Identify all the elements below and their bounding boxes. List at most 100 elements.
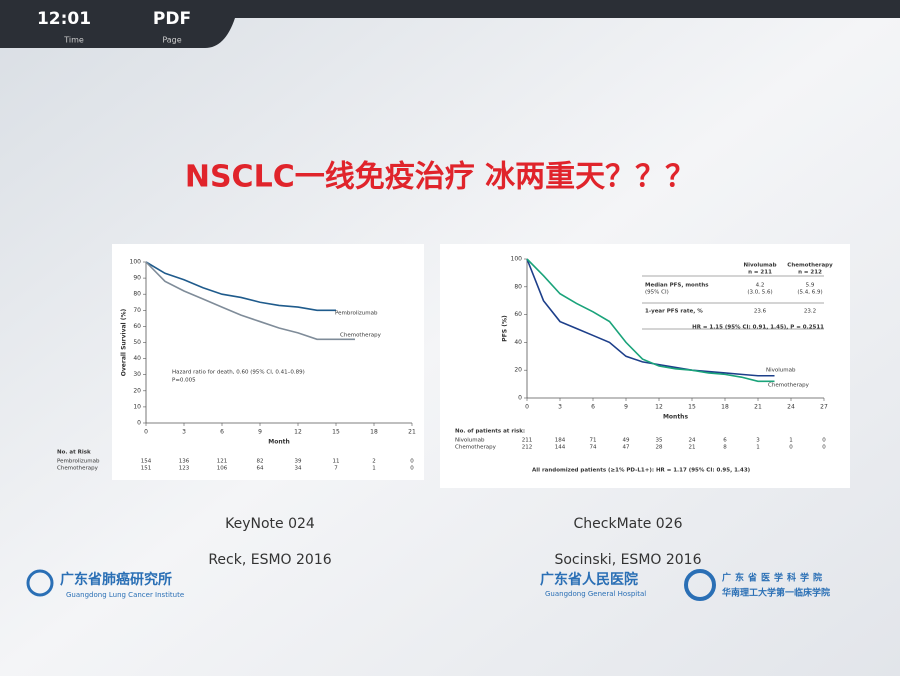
risk-value: 8 [723,445,727,451]
logo-text: 广东省人民医院 [540,571,638,588]
x-tick-label: 6 [220,429,224,436]
survival-curve [145,261,336,312]
risk-title: No. of patients at risk: [455,429,525,435]
table-cell: 23.6 [754,309,767,315]
risk-value: 0 [410,459,414,465]
risk-value: 212 [522,445,533,451]
risk-value: 24 [689,438,696,444]
risk-value: 136 [179,459,190,465]
x-tick-label: 9 [624,404,628,411]
annotation: Hazard ratio for death, 0.60 (95% CI, 0.… [172,370,305,376]
risk-value: 39 [295,459,302,465]
y-tick-label: 30 [133,371,141,378]
curve-label: Chemotherapy [340,333,382,339]
table-footer: All randomized patients (≥1% PD-L1+): HR… [532,468,751,474]
risk-value: 154 [141,459,152,465]
risk-title: No. at Risk [57,450,91,456]
curve-label: Pembrolizumab [335,311,378,317]
caption: Socinski, ESMO 2016 [554,552,701,568]
x-tick-label: 21 [408,429,416,436]
risk-value: 21 [689,445,696,451]
x-tick-label: 6 [591,404,595,411]
risk-value: 11 [333,459,340,465]
risk-value: 82 [257,459,264,465]
logo-icon [26,569,54,597]
risk-value: 144 [555,445,566,451]
table-label: (95% CI) [645,290,669,296]
chart-panel [112,244,424,480]
risk-value: 7 [334,466,338,472]
risk-row-name: Chemotherapy [455,445,497,451]
table-label: Median PFS, months [645,283,709,289]
risk-row-name: Chemotherapy [57,466,99,472]
risk-value: 6 [723,438,727,444]
y-tick-label: 100 [511,256,523,263]
table-label: 1-year PFS rate, % [645,309,703,315]
risk-value: 106 [217,466,228,472]
risk-value: 74 [590,445,597,451]
risk-value: 0 [410,466,414,472]
risk-value: 184 [555,438,566,444]
x-tick-label: 18 [370,429,378,436]
annotation: P=0.005 [172,378,196,384]
risk-value: 49 [623,438,630,444]
y-tick-label: 100 [130,259,142,266]
risk-value: 2 [372,459,376,465]
table-header: n = 211 [748,270,772,276]
x-tick-label: 12 [294,429,302,436]
risk-value: 121 [217,459,228,465]
logo-text: 华南理工大学第一临床学院 [722,587,830,599]
risk-value: 0 [822,438,826,444]
inset-table [640,262,824,332]
x-tick-label: 24 [787,404,795,411]
survival-curve [526,258,775,383]
logo-text: 广东省医学科学院 [722,572,826,584]
risk-value: 71 [590,438,597,444]
caption: Reck, ESMO 2016 [208,552,331,568]
x-tick-label: 18 [721,404,729,411]
y-tick-label: 60 [133,323,141,330]
table-cell: (3.0, 5.6) [747,290,772,296]
logo-text: Guangdong Lung Cancer Institute [66,591,184,599]
risk-value: 1 [789,438,793,444]
y-axis-label: PFS (%) [502,315,509,342]
curve-label: Chemotherapy [768,383,810,389]
y-tick-label: 80 [514,283,522,290]
y-tick-label: 40 [133,355,141,362]
caption: CheckMate 026 [574,516,683,532]
risk-value: 3 [756,438,760,444]
slide-title: NSCLC一线免疫治疗 冰两重天？？？ [185,160,695,195]
logo-text: 广东省肺癌研究所 [60,571,172,588]
x-tick-label: 21 [754,404,762,411]
curve-label: Nivolumab [766,368,796,374]
table-header: n = 212 [798,270,822,276]
x-tick-label: 9 [258,429,262,436]
y-tick-label: 10 [133,403,141,410]
risk-value: 28 [656,445,663,451]
table-cell: 5.9 [806,283,815,289]
risk-value: 1 [372,466,376,472]
risk-value: 151 [141,466,152,472]
time: 12:01 [37,9,91,29]
x-tick-label: 0 [525,404,529,411]
y-tick-label: 80 [133,291,141,298]
risk-value: 35 [656,438,663,444]
y-tick-label: 70 [133,307,141,314]
x-tick-label: 3 [182,429,186,436]
table-cell: 4.2 [756,283,765,289]
page: PDF [153,9,191,29]
table-header: Nivolumab [743,263,776,269]
risk-value: 123 [179,466,190,472]
page-label: Page [162,36,181,45]
status-bar [0,0,900,48]
y-axis-label: Overall Survival (%) [121,309,128,377]
x-tick-label: 27 [820,404,828,411]
time-label: Time [63,36,84,45]
y-tick-label: 20 [514,367,522,374]
risk-row-name: Pembrolizumab [57,459,100,465]
table-header: Chemotherapy [787,263,833,269]
x-tick-label: 3 [558,404,562,411]
y-tick-label: 20 [133,387,141,394]
risk-value: 211 [522,438,533,444]
